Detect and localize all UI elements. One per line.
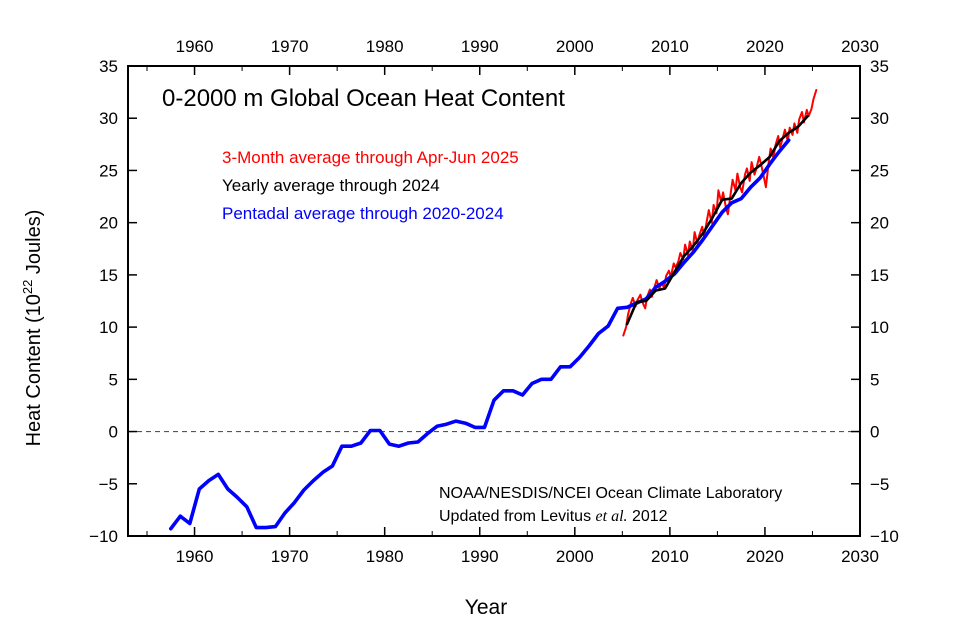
axis-ticks — [128, 65, 861, 537]
x-tick-label-top: 1980 — [366, 37, 404, 56]
y-tick-label-left: 25 — [99, 161, 118, 180]
y-tick-label-right: 10 — [870, 318, 889, 337]
x-tick-label-bottom: 2010 — [651, 547, 689, 566]
series-line-three-month — [622, 89, 818, 337]
x-tick-label-top: 1970 — [271, 37, 309, 56]
series-layer — [169, 89, 818, 531]
x-tick-label-bottom: 2020 — [746, 547, 784, 566]
credit-note: NOAA/NESDIS/NCEI Ocean Climate Laborator… — [439, 485, 782, 525]
plot-frame — [127, 65, 861, 537]
y-tick-label-right: 30 — [870, 109, 889, 128]
y-tick-label-right: 15 — [870, 266, 889, 285]
x-tick-label-top: 2020 — [746, 37, 784, 56]
axis-tick-labels: 1960196019701970198019801990199020002000… — [89, 37, 899, 566]
y-axis-label: Heat Content (1022 Joules) — [20, 210, 45, 447]
y-tick-label-left: 15 — [99, 266, 118, 285]
y-tick-label-left: 30 — [99, 109, 118, 128]
y-axis-label-main: Heat Content (10 — [23, 294, 45, 446]
y-tick-label-left: 10 — [99, 318, 118, 337]
y-axis-label-exponent: 22 — [20, 280, 35, 294]
legend-entry-pentadal: Pentadal average through 2020-2024 — [222, 204, 504, 223]
x-tick-label-top: 2010 — [651, 37, 689, 56]
y-tick-label-left: −5 — [99, 475, 118, 494]
y-tick-label-left: 0 — [109, 423, 118, 442]
series-line-pentadal — [169, 138, 791, 531]
x-tick-label-top: 1960 — [176, 37, 214, 56]
x-tick-label-bottom: 1970 — [271, 547, 309, 566]
credit-line-2-prefix: Updated from Levitus — [439, 508, 596, 525]
credit-line-2-suffix: 2012 — [628, 508, 668, 525]
series-line-yearly — [625, 114, 810, 326]
x-tick-label-bottom: 2030 — [841, 547, 879, 566]
y-tick-label-right: 0 — [870, 423, 879, 442]
x-tick-label-bottom: 1960 — [176, 547, 214, 566]
y-tick-label-left: 5 — [109, 370, 118, 389]
y-tick-label-right: −5 — [870, 475, 889, 494]
y-tick-label-left: 35 — [99, 57, 118, 76]
x-tick-label-top: 1990 — [461, 37, 499, 56]
chart-title: 0-2000 m Global Ocean Heat Content — [162, 85, 565, 112]
x-tick-label-top: 2000 — [556, 37, 594, 56]
credit-line-1: NOAA/NESDIS/NCEI Ocean Climate Laborator… — [439, 485, 782, 502]
x-tick-label-bottom: 2000 — [556, 547, 594, 566]
y-tick-label-left: −10 — [89, 527, 118, 546]
x-tick-label-top: 2030 — [841, 37, 879, 56]
x-tick-label-bottom: 1980 — [366, 547, 404, 566]
credit-line-2: Updated from Levitus et al. 2012 — [439, 508, 668, 525]
y-tick-label-right: 5 — [870, 370, 879, 389]
legend: 3-Month average through Apr-Jun 2025 Yea… — [222, 148, 519, 223]
y-tick-label-left: 20 — [99, 214, 118, 233]
y-tick-label-right: 35 — [870, 57, 889, 76]
y-tick-label-right: 20 — [870, 214, 889, 233]
x-axis-label: Year — [465, 596, 507, 619]
y-tick-label-right: −10 — [870, 527, 899, 546]
legend-entry-yearly: Yearly average through 2024 — [222, 176, 440, 195]
y-axis-label-unit: Joules) — [23, 210, 45, 280]
legend-entry-three-month: 3-Month average through Apr-Jun 2025 — [222, 148, 519, 167]
y-tick-label-right: 25 — [870, 161, 889, 180]
credit-line-2-italic: et al. — [596, 508, 628, 525]
x-tick-label-bottom: 1990 — [461, 547, 499, 566]
